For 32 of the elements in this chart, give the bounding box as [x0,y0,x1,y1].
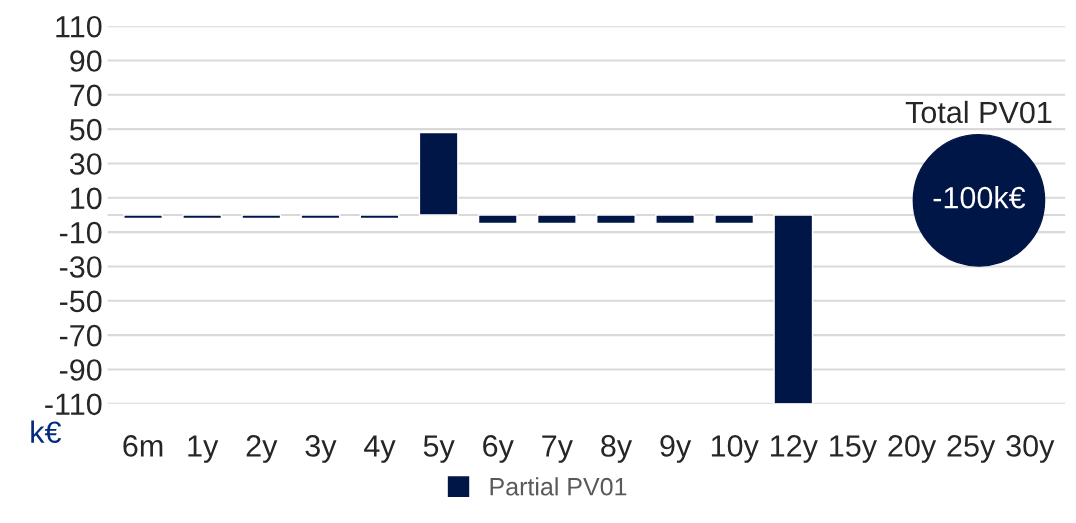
x-tick-label: 12y [771,435,818,463]
y-tick-label: 10 [71,187,102,210]
y-axis-title: k€ [31,420,62,444]
y-tick-label: 30 [69,153,102,175]
annotation: Total PV01 [905,100,1052,124]
x-tick-label: 3y [305,435,337,463]
x-tick-label: 8y [601,435,633,463]
x-tick-label: 4y [364,435,396,463]
x-tick-label: 6m [123,435,163,457]
x-tick-label: 30y [1006,435,1055,463]
y-tick-label: -50 [59,290,102,313]
x-tick-label: 15y [830,435,878,463]
x-tick-label: 7y [542,435,573,463]
x-tick-label: 9y [660,435,692,463]
x-tick-label: 5y [423,435,455,463]
x-tick-label: 1y [188,435,219,463]
y-tick-label: -110 [45,393,102,416]
x-tick-label: 25y [947,435,996,463]
x-tick-label: 2y [246,435,278,463]
y-tick-label: -90 [59,359,102,381]
x-tick-label: 10y [711,435,759,463]
y-tick-label: 50 [69,118,102,141]
x-tick-label: 6y [483,435,514,463]
y-tick-label: 110 [56,15,102,38]
x-tick-label: 20y [888,435,937,463]
y-tick-label: -30 [59,256,102,278]
y-tick-label: -10 [59,221,102,244]
y-tick-label: -70 [59,324,102,347]
legend-label: Partial PV01 [490,477,627,496]
annotation: -100k€ [933,186,1026,209]
y-tick-label: 70 [70,84,102,107]
y-tick-label: 90 [70,50,102,72]
